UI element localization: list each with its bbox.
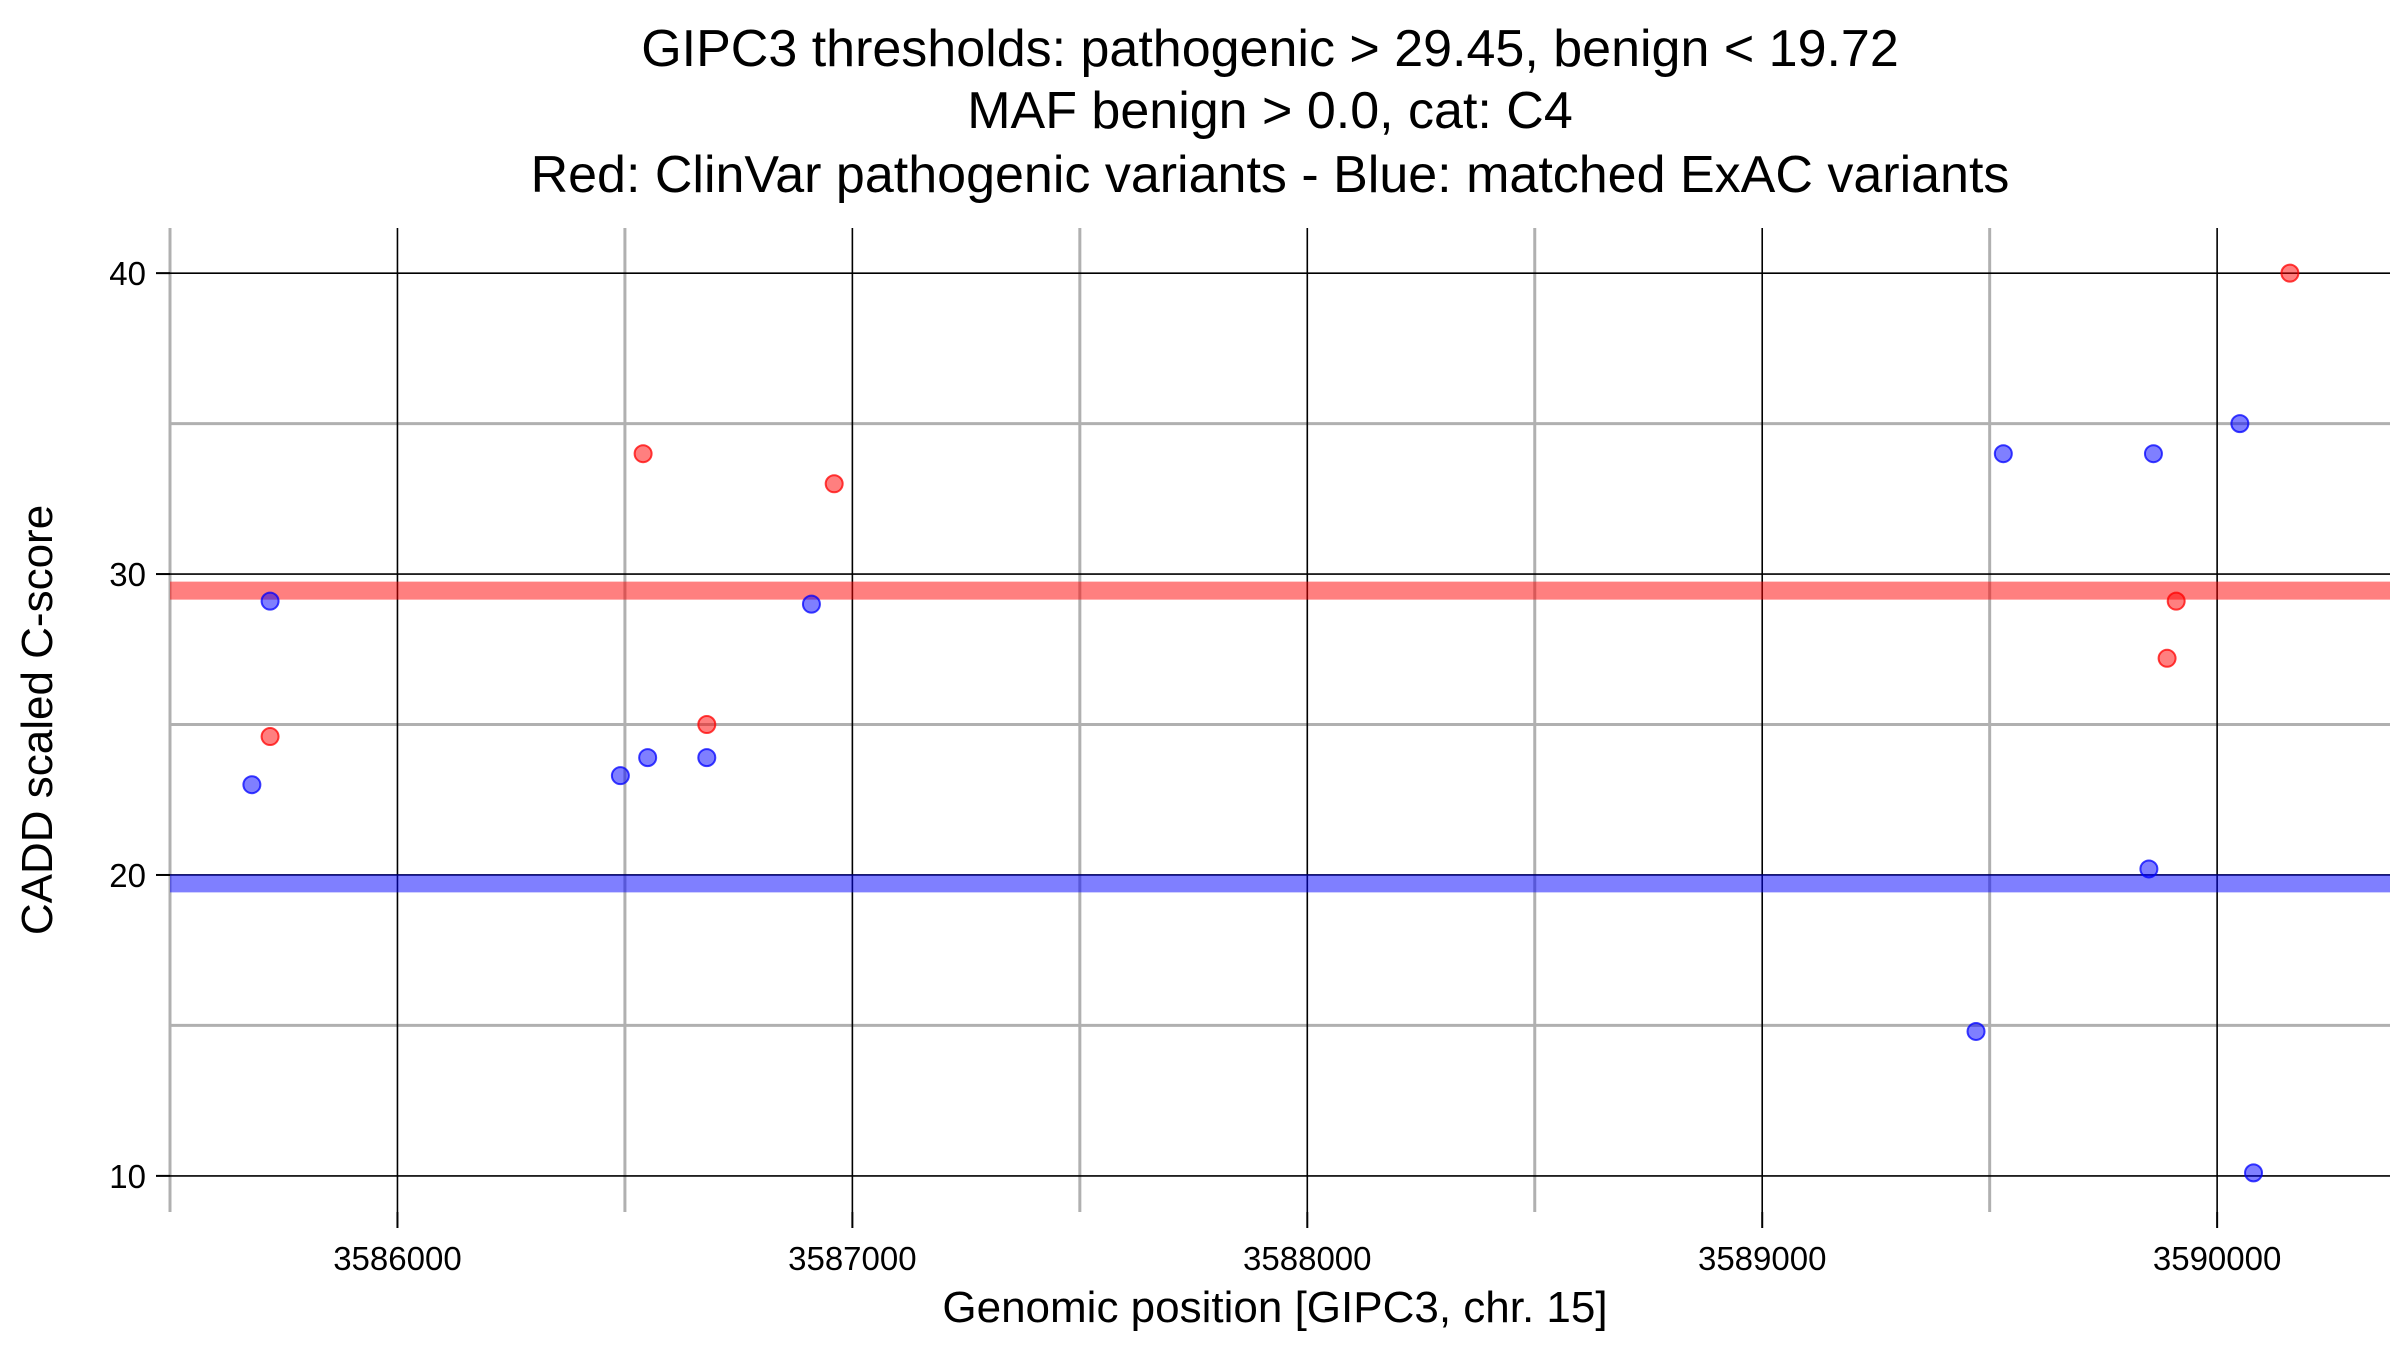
data-point xyxy=(2244,1163,2264,1183)
x-tick-label: 3589000 xyxy=(1698,1240,1826,1277)
data-point xyxy=(1966,1021,1986,1041)
data-point xyxy=(801,594,821,614)
data-point xyxy=(2280,263,2300,283)
x-axis-label: Genomic position [GIPC3, chr. 15] xyxy=(942,1283,1607,1332)
data-point xyxy=(242,775,262,795)
major-gridlines xyxy=(170,228,2390,1212)
chart-title-line-1: GIPC3 thresholds: pathogenic > 29.45, be… xyxy=(641,20,1899,78)
data-point xyxy=(2143,444,2163,464)
data-point xyxy=(2157,648,2177,668)
y-tick-label: 10 xyxy=(109,1158,146,1195)
data-point xyxy=(638,748,658,768)
minor-gridlines xyxy=(168,228,2390,1212)
data-point xyxy=(697,715,717,735)
threshold-lines xyxy=(170,581,2390,893)
data-points xyxy=(242,263,2300,1183)
x-tick-label: 3586000 xyxy=(333,1240,461,1277)
chart-title-line-2: MAF benign > 0.0, cat: C4 xyxy=(967,82,1573,140)
data-point xyxy=(610,766,630,786)
data-point xyxy=(2139,859,2159,879)
data-point xyxy=(633,444,653,464)
data-point xyxy=(2166,591,2186,611)
x-tick-label: 3587000 xyxy=(788,1240,916,1277)
data-point xyxy=(260,727,280,747)
y-axis-label: CADD scaled C-score xyxy=(13,505,62,935)
y-tick-label: 20 xyxy=(109,857,146,894)
x-tick-label: 3590000 xyxy=(2153,1240,2281,1277)
data-point xyxy=(260,591,280,611)
data-point xyxy=(697,748,717,768)
data-point xyxy=(824,474,844,494)
data-point xyxy=(1993,444,2013,464)
x-tick-label: 3588000 xyxy=(1243,1240,1371,1277)
axis-ticks: 3586000 3587000 3588000 3589000 3590000 10 20 3… xyxy=(109,255,2281,1277)
chart-title-line-3: Red: ClinVar pathogenic variants - Blue:… xyxy=(531,146,2010,204)
data-point xyxy=(2230,414,2250,434)
y-tick-label: 40 xyxy=(109,255,146,292)
y-tick-label: 30 xyxy=(109,556,146,593)
